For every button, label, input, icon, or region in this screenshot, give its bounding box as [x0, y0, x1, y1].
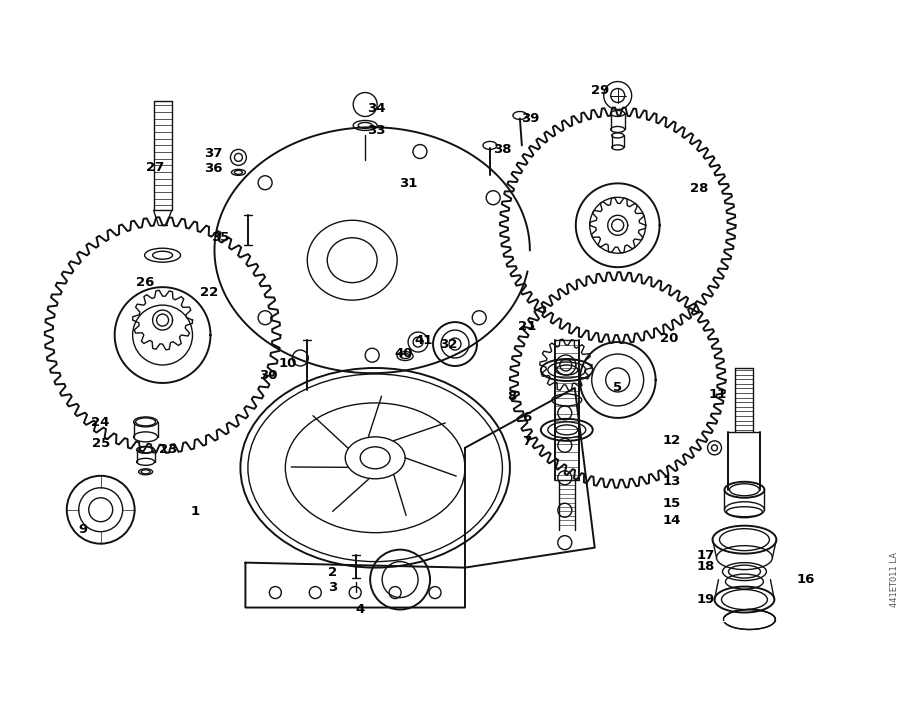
- Text: 4: 4: [355, 603, 365, 616]
- Text: 26: 26: [136, 276, 155, 289]
- Text: 2: 2: [328, 566, 337, 579]
- Text: 40: 40: [395, 347, 413, 360]
- Text: 29: 29: [591, 84, 609, 97]
- Text: 17: 17: [696, 549, 714, 562]
- Text: 34: 34: [367, 102, 386, 115]
- Text: 16: 16: [796, 573, 814, 586]
- Text: 18: 18: [696, 560, 714, 573]
- Text: 14: 14: [662, 514, 681, 527]
- Text: 9: 9: [78, 523, 87, 537]
- Text: 31: 31: [398, 177, 418, 190]
- Text: 20: 20: [660, 331, 679, 344]
- Text: 33: 33: [367, 124, 386, 137]
- Text: 11: 11: [708, 389, 726, 401]
- Text: 24: 24: [92, 416, 110, 430]
- Text: 30: 30: [259, 370, 278, 382]
- Text: 1: 1: [191, 505, 200, 518]
- Text: 15: 15: [662, 497, 681, 510]
- Text: 37: 37: [204, 147, 223, 160]
- Text: 7: 7: [522, 435, 531, 448]
- Text: 3: 3: [328, 581, 337, 594]
- Text: 10: 10: [278, 357, 297, 370]
- Text: 28: 28: [691, 182, 709, 195]
- Text: 32: 32: [439, 338, 457, 351]
- Text: 36: 36: [204, 162, 223, 175]
- Text: 5: 5: [613, 381, 622, 395]
- Text: 8: 8: [507, 390, 517, 403]
- Text: 22: 22: [201, 285, 219, 298]
- Text: 25: 25: [92, 438, 110, 451]
- Text: 38: 38: [493, 143, 511, 156]
- Text: 41: 41: [415, 333, 433, 347]
- Text: 21: 21: [518, 320, 536, 333]
- Text: 12: 12: [662, 435, 681, 447]
- Text: 39: 39: [520, 112, 539, 125]
- Text: 6: 6: [522, 411, 531, 424]
- Text: 35: 35: [212, 231, 230, 244]
- Text: 19: 19: [696, 593, 714, 606]
- Text: 27: 27: [147, 161, 165, 174]
- Text: 13: 13: [662, 475, 681, 488]
- Text: 441ET011 LA: 441ET011 LA: [889, 552, 899, 607]
- Text: 23: 23: [159, 443, 178, 456]
